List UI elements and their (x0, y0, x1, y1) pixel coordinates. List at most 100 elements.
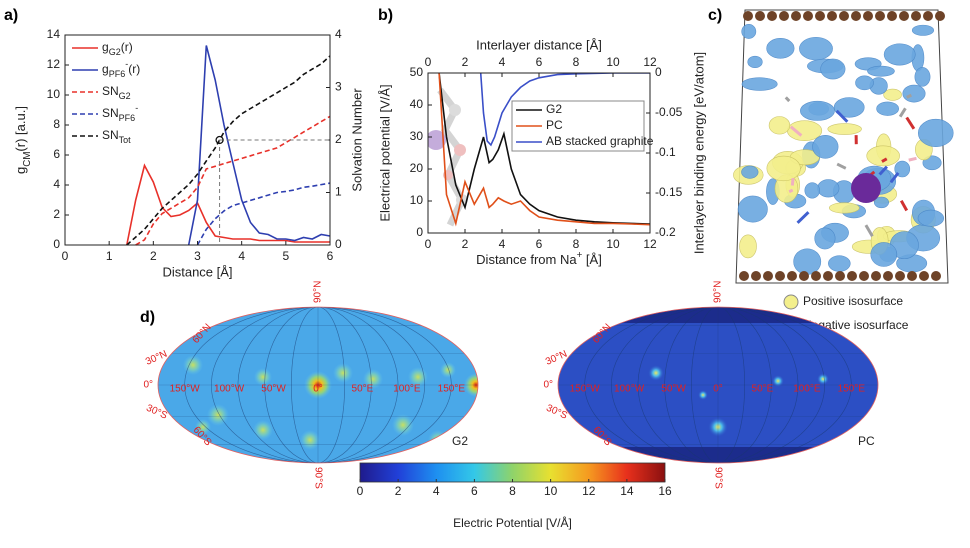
isosurface-blob (828, 256, 850, 272)
y2-tick-label: -0.1 (655, 145, 676, 159)
isosurface-blob (871, 242, 897, 266)
carbon-atom (799, 271, 809, 281)
x2-tick-label: 8 (573, 55, 580, 69)
carbon-atom (739, 271, 749, 281)
y-axis-label-part: (r) [a.u.] (13, 106, 28, 152)
x-tick-label: 5 (282, 249, 289, 263)
potential-spot (440, 362, 456, 378)
longitude-label: 100°E (793, 384, 821, 395)
carbon-atom (911, 11, 921, 21)
carbon-atom (887, 11, 897, 21)
carbon-atom (815, 11, 825, 21)
series-line (127, 166, 330, 246)
longitude-label: 50°E (752, 384, 774, 395)
isosurface-blob (867, 146, 900, 166)
isosurface-blob (813, 135, 839, 158)
latitude-label: 0° (143, 380, 153, 391)
x-axis-label-part: [Å] (582, 252, 602, 267)
map-title: G2 (452, 434, 468, 448)
latitude-label: 90°S (712, 467, 723, 489)
y2-tick-label: 0 (335, 237, 342, 251)
y-tick-label: 4 (53, 177, 60, 191)
panel-label: b) (378, 7, 393, 24)
longitude-label: 100°W (614, 384, 645, 395)
x-tick-label: 3 (194, 249, 201, 263)
carbon-atom (883, 271, 893, 281)
legend-label-part: SN (102, 128, 119, 142)
legend-swatch (784, 295, 798, 309)
isosurface-blob (800, 101, 834, 120)
x-tick-label: 1 (106, 249, 113, 263)
y-tick-label: 0 (53, 237, 60, 251)
y-tick-label: 6 (53, 147, 60, 161)
carbon-atom (847, 271, 857, 281)
atom (454, 144, 466, 156)
y-tick-label: 2 (53, 207, 60, 221)
y2-axis-label: Interlayer binding energy [eV/atom] (691, 52, 706, 254)
isosurface-blob (767, 38, 795, 58)
carbon-atom (743, 11, 753, 21)
legend-label: gPF6-(r) (102, 59, 140, 79)
y2-tick-label: 1 (335, 185, 342, 199)
carbon-atom (755, 11, 765, 21)
structure-image (733, 10, 953, 283)
legend-label: G2 (546, 102, 562, 116)
x-axis-label-part: Distance from Na (476, 252, 577, 267)
isosurface-blob (903, 85, 925, 102)
figure: a)b)c)d)01234560246810121401234Distance … (0, 0, 970, 548)
x2-axis-label: Interlayer distance [Å] (476, 37, 602, 52)
isosurface-blob (912, 25, 934, 35)
carbon-atom (751, 271, 761, 281)
y-tick-label: 20 (410, 161, 424, 175)
x2-tick-label: 10 (606, 55, 620, 69)
y-tick-label: 14 (47, 27, 61, 41)
colorbar-tick-label: 0 (357, 484, 364, 498)
carbon-atom (863, 11, 873, 21)
carbon-atom (899, 11, 909, 21)
longitude-label: 100°E (393, 384, 421, 395)
isosurface-blob (742, 78, 777, 91)
carbon-atom (931, 271, 941, 281)
y2-tick-label: -0.2 (655, 225, 676, 239)
longitude-label: 150°W (170, 384, 201, 395)
isosurface-blob (828, 124, 862, 135)
longitude-label: 0° (313, 384, 323, 395)
x-tick-label: 8 (573, 237, 580, 251)
series-line (136, 116, 330, 245)
x2-tick-label: 4 (499, 55, 506, 69)
carbon-atom (823, 271, 833, 281)
isosurface-blob (739, 235, 756, 258)
x-tick-label: 0 (425, 237, 432, 251)
colorbar-tick-label: 12 (582, 484, 596, 498)
y-tick-label: 8 (53, 117, 60, 131)
latitude-label: 90°N (313, 281, 324, 303)
y-tick-label: 50 (410, 65, 424, 79)
carbon-atom (827, 11, 837, 21)
isosurface-blob (794, 249, 821, 275)
y-tick-label: 10 (410, 193, 424, 207)
colorbar-label: Electric Potential [V/Å] (453, 515, 572, 530)
legend-label-part: SN (102, 84, 119, 98)
carbon-atom (875, 11, 885, 21)
bond (789, 190, 793, 192)
colorbar-tick-label: 8 (509, 484, 516, 498)
carbon-atom (763, 271, 773, 281)
y2-tick-label: -0.05 (655, 105, 683, 119)
colorbar-tick-label: 6 (471, 484, 478, 498)
atom (449, 104, 461, 116)
molecule-background (426, 90, 468, 225)
carbon-atom (859, 271, 869, 281)
x2-tick-label: 2 (462, 55, 469, 69)
legend-label: AB stacked graphite (546, 134, 654, 148)
carbon-atom (907, 271, 917, 281)
y2-tick-label: 0 (655, 65, 662, 79)
legend-label-part: Tot (119, 135, 132, 145)
series-line (127, 56, 330, 245)
potential-spot (253, 420, 273, 440)
x-axis-label: Distance [Å] (162, 264, 232, 279)
isosurface-blob (821, 59, 846, 79)
legend-label: SNPF6- (102, 103, 138, 123)
sodium-atom (851, 173, 881, 203)
y-axis-label: Electrical potential [V/Å] (377, 84, 392, 221)
x-tick-label: 2 (150, 249, 157, 263)
